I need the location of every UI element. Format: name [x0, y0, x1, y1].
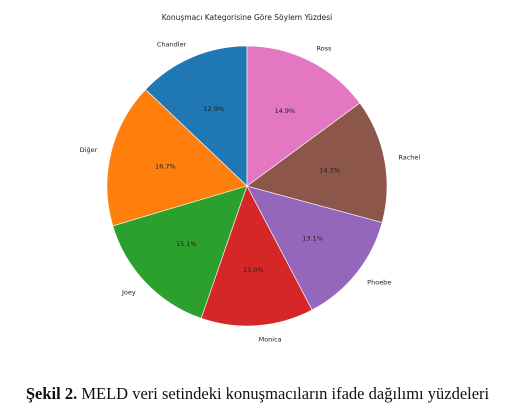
slice-label-ross: Ross — [316, 45, 332, 53]
slice-percent-diğer: 16.7% — [155, 162, 176, 170]
slice-label-rachel: Rachel — [398, 154, 420, 162]
slice-percent-joey: 15.1% — [176, 240, 197, 248]
slice-label-monica: Monica — [259, 336, 282, 344]
pie-slice-diğer — [106, 89, 248, 227]
pie-slice-joey — [112, 185, 248, 319]
slice-percent-rachel: 14.3% — [319, 167, 340, 175]
pie-slice-phoebe — [246, 185, 383, 311]
slice-percent-phoebe: 13.1% — [302, 235, 323, 243]
slice-label-phoebe: Phoebe — [367, 278, 391, 286]
figure-caption: Şekil 2. MELD veri setindeki konuşmacıla… — [0, 384, 515, 404]
slice-label-joey: Joey — [121, 288, 136, 296]
pie-slices — [106, 45, 388, 327]
slice-percent-monica: 13.0% — [243, 266, 264, 274]
slice-label-chandler: Chandler — [157, 40, 187, 48]
pie-slice-rachel — [246, 102, 388, 223]
pie-labels: Chandler 12.9% Diğer 16.7% Joey 15.1% Monica 13… — [80, 40, 421, 343]
chart-title: Konuşmacı Kategorisine Göre Söylem Yüzde… — [162, 13, 333, 22]
pie-slice-chandler — [145, 45, 248, 187]
pie-chart: Konuşmacı Kategorisine Göre Söylem Yüzde… — [80, 13, 421, 344]
pie-slice-ross — [246, 45, 361, 187]
pie-slice-monica — [200, 185, 313, 327]
slice-percent-chandler: 12.9% — [204, 105, 225, 113]
caption-label: Şekil 2. — [25, 384, 78, 403]
slice-percent-ross: 14.9% — [275, 107, 296, 115]
caption-text: MELD veri setindeki konuşmacıların ifade… — [77, 384, 490, 403]
slice-label-diğer: Diğer — [80, 146, 98, 154]
